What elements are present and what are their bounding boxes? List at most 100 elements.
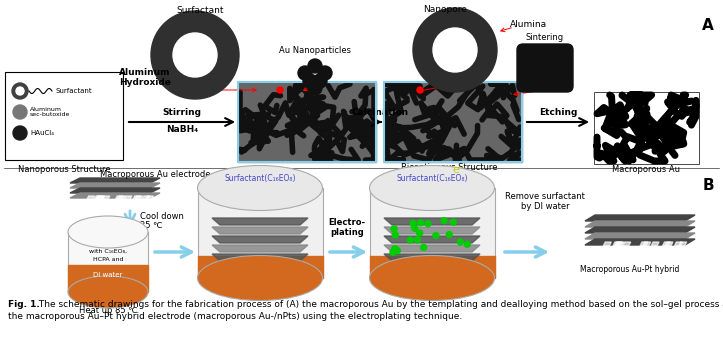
FancyBboxPatch shape bbox=[517, 44, 573, 92]
Polygon shape bbox=[117, 196, 125, 200]
Bar bbox=[369, 255, 495, 278]
Circle shape bbox=[457, 239, 463, 245]
Circle shape bbox=[151, 11, 239, 99]
Polygon shape bbox=[134, 196, 142, 200]
Polygon shape bbox=[145, 196, 153, 200]
Polygon shape bbox=[384, 254, 480, 261]
Text: NaBH₄: NaBH₄ bbox=[166, 125, 198, 134]
Text: Cool down: Cool down bbox=[140, 212, 184, 221]
Bar bbox=[594, 92, 699, 164]
Circle shape bbox=[318, 66, 332, 80]
Text: e⁻: e⁻ bbox=[452, 165, 465, 175]
Text: HCPA and: HCPA and bbox=[93, 257, 123, 262]
Polygon shape bbox=[643, 242, 651, 246]
Text: Alumina: Alumina bbox=[510, 20, 547, 29]
Circle shape bbox=[417, 87, 423, 93]
Circle shape bbox=[412, 225, 418, 231]
Text: Bicontinuous Structure: Bicontinuous Structure bbox=[401, 163, 497, 172]
Circle shape bbox=[433, 233, 439, 238]
Circle shape bbox=[413, 8, 497, 92]
Circle shape bbox=[425, 221, 431, 227]
Text: Surfactant(C₁₆EO₈): Surfactant(C₁₆EO₈) bbox=[396, 174, 468, 183]
Bar bbox=[369, 188, 495, 278]
Bar bbox=[5, 72, 123, 160]
Polygon shape bbox=[212, 254, 308, 261]
Ellipse shape bbox=[197, 255, 322, 300]
Text: Electro-
plating: Electro- plating bbox=[328, 218, 366, 237]
Text: Calcination: Calcination bbox=[351, 108, 408, 117]
Ellipse shape bbox=[197, 165, 322, 210]
Text: DI water: DI water bbox=[93, 272, 123, 278]
Polygon shape bbox=[212, 227, 308, 234]
Circle shape bbox=[277, 87, 283, 93]
Circle shape bbox=[391, 226, 397, 232]
Text: Pt ion: Pt ion bbox=[420, 292, 444, 301]
Polygon shape bbox=[94, 196, 102, 200]
Text: Remove surfactant
by DI water: Remove surfactant by DI water bbox=[505, 192, 585, 211]
Polygon shape bbox=[662, 242, 670, 246]
Text: Mixture: Mixture bbox=[95, 240, 121, 246]
Circle shape bbox=[313, 74, 327, 88]
Circle shape bbox=[394, 248, 401, 254]
Text: 25 ℃: 25 ℃ bbox=[140, 221, 163, 230]
Text: Sintering: Sintering bbox=[526, 33, 564, 42]
Polygon shape bbox=[384, 245, 480, 252]
Ellipse shape bbox=[369, 255, 495, 300]
Text: Nanopore: Nanopore bbox=[423, 5, 467, 14]
Ellipse shape bbox=[68, 276, 148, 308]
Circle shape bbox=[410, 220, 416, 226]
Text: O⁻: O⁻ bbox=[192, 57, 199, 63]
Polygon shape bbox=[679, 242, 687, 246]
Bar bbox=[238, 82, 376, 162]
Bar bbox=[197, 188, 322, 278]
Text: Nanoporous Structure: Nanoporous Structure bbox=[17, 165, 111, 174]
Circle shape bbox=[393, 232, 398, 238]
Circle shape bbox=[16, 87, 24, 95]
Circle shape bbox=[308, 81, 322, 95]
Text: Surfactant(C₁₆EO₈): Surfactant(C₁₆EO₈) bbox=[224, 174, 296, 183]
Text: Aluminum
Hydroxide: Aluminum Hydroxide bbox=[119, 68, 171, 88]
Polygon shape bbox=[95, 196, 103, 200]
Bar bbox=[197, 255, 322, 278]
Polygon shape bbox=[665, 242, 673, 246]
Circle shape bbox=[308, 59, 322, 73]
Circle shape bbox=[433, 28, 477, 72]
Text: Heat up 85 ℃: Heat up 85 ℃ bbox=[79, 306, 137, 315]
Polygon shape bbox=[87, 196, 95, 200]
Circle shape bbox=[173, 33, 217, 77]
Polygon shape bbox=[623, 242, 630, 246]
Polygon shape bbox=[212, 236, 308, 243]
Circle shape bbox=[464, 241, 470, 247]
Circle shape bbox=[12, 83, 28, 99]
Polygon shape bbox=[615, 242, 623, 246]
Text: O⁻: O⁻ bbox=[192, 47, 199, 53]
Circle shape bbox=[421, 245, 427, 251]
Polygon shape bbox=[675, 242, 683, 246]
Bar bbox=[238, 82, 376, 162]
Bar bbox=[68, 232, 148, 292]
Ellipse shape bbox=[68, 216, 148, 248]
Text: Au Nanoparticles: Au Nanoparticles bbox=[279, 46, 351, 55]
Polygon shape bbox=[124, 196, 132, 200]
Polygon shape bbox=[115, 196, 123, 200]
Polygon shape bbox=[133, 196, 141, 200]
Bar bbox=[384, 82, 522, 162]
Polygon shape bbox=[603, 242, 611, 246]
Polygon shape bbox=[212, 245, 308, 252]
Polygon shape bbox=[585, 239, 695, 245]
Polygon shape bbox=[585, 233, 695, 239]
Circle shape bbox=[298, 66, 312, 80]
Polygon shape bbox=[585, 221, 695, 227]
Text: B: B bbox=[702, 178, 714, 193]
Polygon shape bbox=[585, 227, 695, 233]
Circle shape bbox=[446, 231, 453, 238]
Circle shape bbox=[303, 74, 317, 88]
Text: Macroporous Au electrode: Macroporous Au electrode bbox=[100, 170, 210, 179]
Polygon shape bbox=[616, 242, 624, 246]
Polygon shape bbox=[70, 188, 160, 193]
Text: HAuCl₄: HAuCl₄ bbox=[30, 130, 54, 136]
Polygon shape bbox=[613, 242, 621, 246]
Bar bbox=[384, 82, 522, 162]
Circle shape bbox=[392, 246, 398, 252]
Circle shape bbox=[416, 230, 423, 236]
